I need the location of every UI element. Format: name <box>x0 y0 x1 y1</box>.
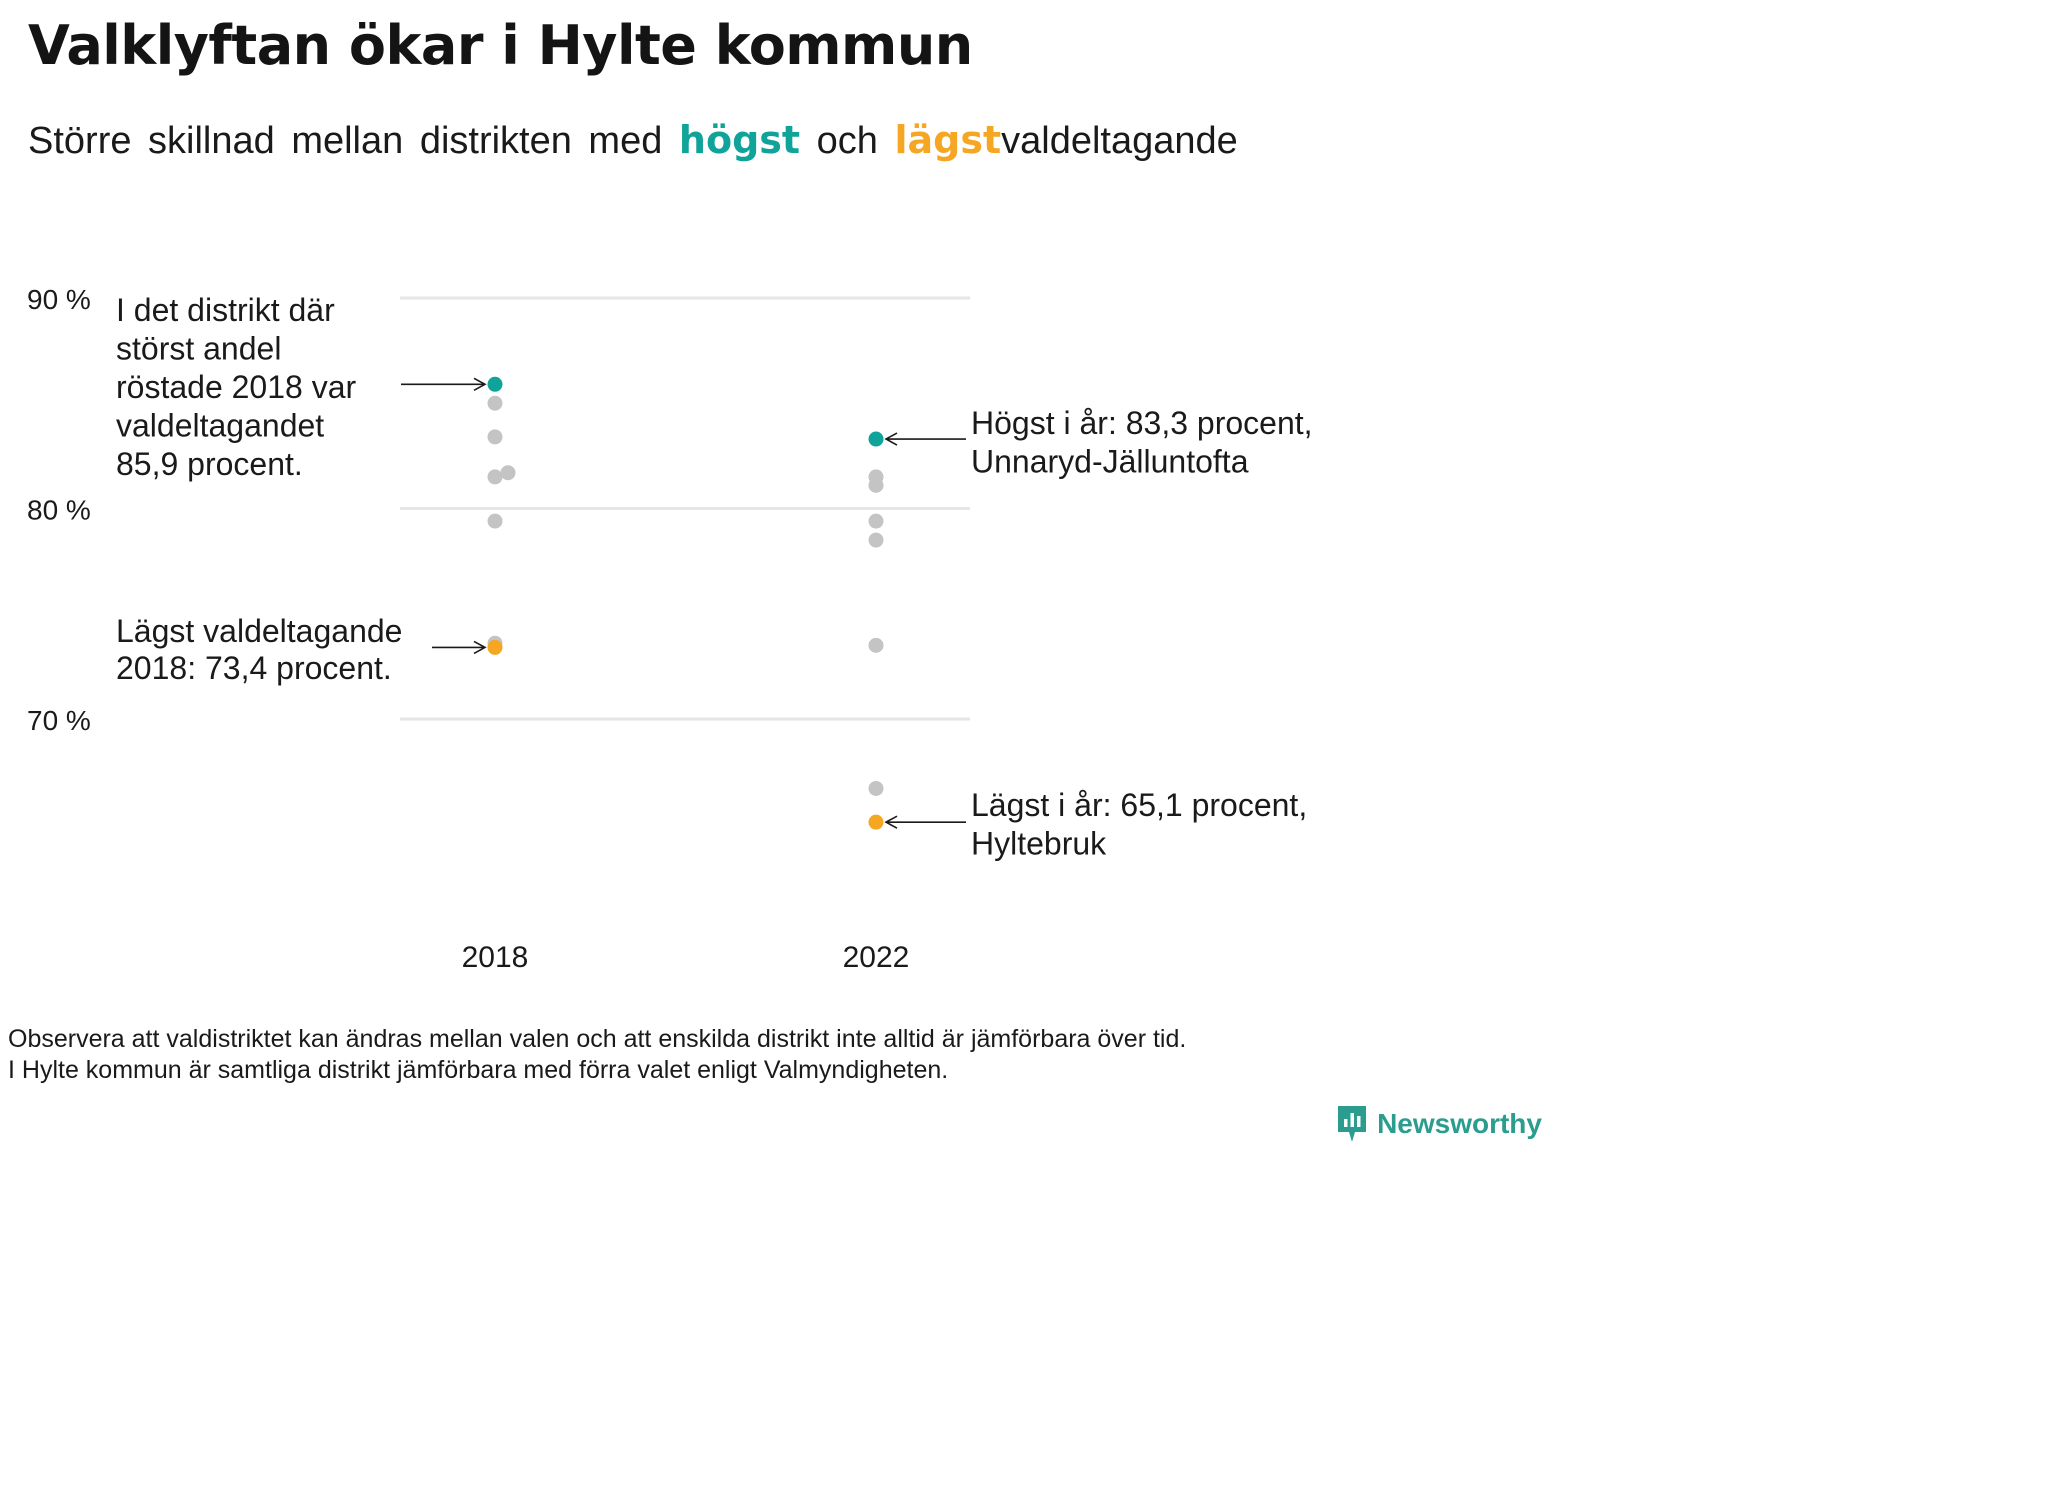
annotations: I det distrikt där störst andel röstade 20… <box>116 292 1313 862</box>
data-point-2022-other <box>868 637 884 653</box>
data-point-2018-other <box>487 469 503 485</box>
annotation-line: Lägst valdeltagande <box>116 613 402 649</box>
annotation-line: röstade 2018 var <box>116 369 357 405</box>
brand-logo: Newsworthy <box>1335 1104 1542 1144</box>
annotation-line: störst andel <box>116 331 281 367</box>
data-point-2022-other <box>868 477 884 493</box>
annotation-line: 2018: 73,4 procent. <box>116 650 392 686</box>
y-tick-label: 70 % <box>27 705 91 736</box>
y-axis-tick-labels: 70 % 80 % 90 % <box>27 284 91 736</box>
annotation-line: 85,9 procent. <box>116 446 303 482</box>
gridlines <box>400 296 970 721</box>
data-point-2022-high <box>868 431 884 447</box>
annotation-2018-low: Lägst valdeltagande 2018: 73,4 procent. <box>116 613 402 686</box>
footnote-line-1: Observera att valdistriktet kan ändras m… <box>8 1025 1187 1053</box>
chart-title: Valklyftan ökar i Hylte kommun <box>28 14 973 77</box>
subtitle-part3: valdeltagande <box>1001 120 1238 162</box>
annotation-line: Högst i år: 83,3 procent, <box>971 405 1313 441</box>
data-point-2018-high <box>487 376 503 392</box>
y-tick-label: 90 % <box>27 284 91 315</box>
newsworthy-logo-icon <box>1338 1106 1367 1142</box>
footnote-line-2: I Hylte kommun är samtliga distrikt jämf… <box>8 1056 949 1084</box>
data-point-2018-other <box>487 429 503 445</box>
subtitle-part2: och <box>816 120 878 162</box>
data-point-2022-other <box>868 513 884 529</box>
data-point-2018-other <box>487 513 503 529</box>
annotation-2022-low: Lägst i år: 65,1 procent, Hyltebruk <box>971 787 1307 862</box>
data-points <box>487 376 884 830</box>
subtitle-highlight-low: lägst <box>894 118 1002 162</box>
chart-subtitle: Större skillnad mellan distrikten med hö… <box>28 118 1238 163</box>
annotation-line: Lägst i år: 65,1 procent, <box>971 787 1307 823</box>
data-point-2018-low <box>487 639 503 655</box>
annotation-2022-high: Högst i år: 83,3 procent, Unnaryd-Jällunt… <box>971 405 1313 480</box>
data-point-2022-other <box>868 532 884 548</box>
footnote: Observera att valdistriktet kan ändras m… <box>8 1024 1186 1086</box>
x-axis-tick-labels: 2018 2022 <box>462 941 910 974</box>
annotation-line: Unnaryd-Jälluntofta <box>971 444 1249 480</box>
y-tick-label: 80 % <box>27 495 91 526</box>
data-point-2018-other <box>487 395 503 411</box>
subtitle-highlight-high: högst <box>678 118 801 162</box>
annotation-line: I det distrikt där <box>116 292 335 328</box>
data-point-2018-other <box>500 465 516 481</box>
x-tick-label: 2022 <box>843 941 910 974</box>
data-point-2022-other <box>868 780 884 796</box>
brand-name: Newsworthy <box>1377 1108 1542 1139</box>
x-tick-label: 2018 <box>462 941 529 974</box>
annotation-line: Hyltebruk <box>971 826 1107 862</box>
subtitle-part1: Större skillnad mellan distrikten med <box>28 120 663 162</box>
dot-plot-chart: 70 % 80 % 90 % 2018 2022 I det distrikt där… <box>27 284 1313 974</box>
annotation-2018-high: I det distrikt där störst andel röstade 20… <box>116 292 357 482</box>
annotation-line: valdeltagandet <box>116 408 324 444</box>
data-point-2022-low <box>868 814 884 830</box>
